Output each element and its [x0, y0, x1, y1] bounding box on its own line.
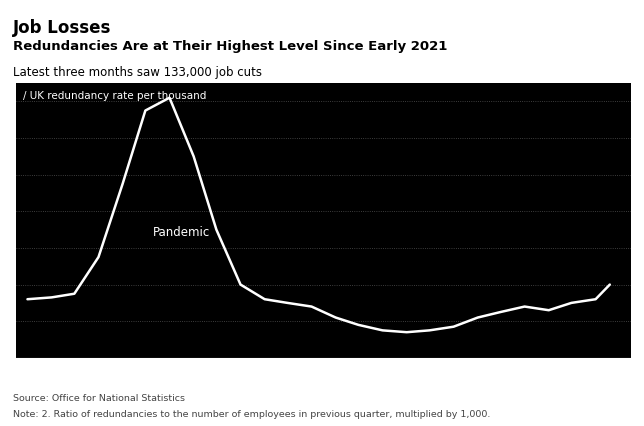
Text: Redundancies Are at Their Highest Level Since Early 2021: Redundancies Are at Their Highest Level …: [13, 40, 447, 54]
Text: Three months ending: Three months ending: [260, 383, 387, 396]
Text: Pandemic: Pandemic: [153, 226, 210, 239]
Text: Note: 2. Ratio of redundancies to the number of employees in previous quarter, m: Note: 2. Ratio of redundancies to the nu…: [13, 410, 490, 419]
Text: Job Losses: Job Losses: [13, 19, 111, 37]
Text: Latest three months saw 133,000 job cuts: Latest three months saw 133,000 job cuts: [13, 66, 262, 79]
Text: Source: Office for National Statistics: Source: Office for National Statistics: [13, 394, 185, 403]
Text: / UK redundancy rate per thousand: / UK redundancy rate per thousand: [23, 91, 207, 101]
